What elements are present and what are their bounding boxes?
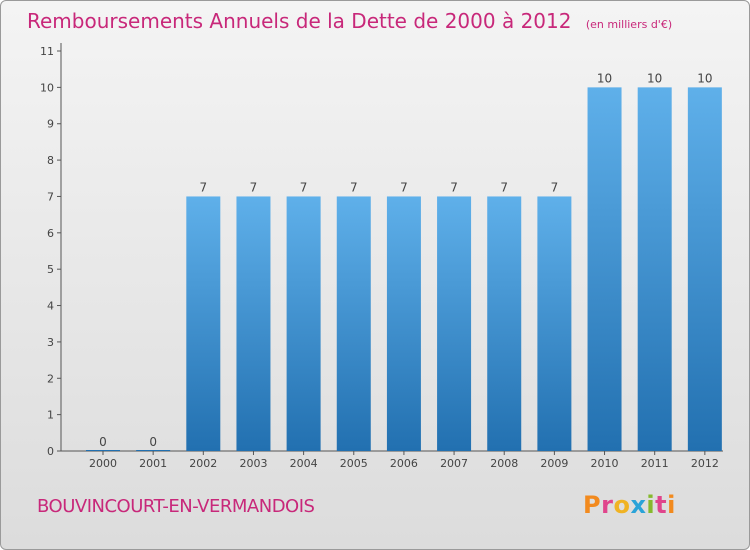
bar <box>386 196 421 451</box>
bar <box>487 196 522 451</box>
y-tick-label: 4 <box>47 300 54 313</box>
y-tick-label: 8 <box>47 154 54 167</box>
logo-letter: i <box>667 491 676 519</box>
data-label: 7 <box>500 180 508 194</box>
data-label: 10 <box>697 71 712 85</box>
data-label: 10 <box>647 71 662 85</box>
logo-letter: r <box>601 491 614 519</box>
data-label: 7 <box>199 180 207 194</box>
bar <box>186 196 221 451</box>
data-label: 7 <box>551 180 559 194</box>
y-tick-label: 3 <box>47 336 54 349</box>
y-tick-label: 10 <box>40 81 54 94</box>
bar <box>587 87 622 451</box>
chart-title-text: Remboursements Annuels de la Dette de 20… <box>27 9 572 33</box>
chart-title: Remboursements Annuels de la Dette de 20… <box>27 9 672 33</box>
data-label: 0 <box>99 435 107 449</box>
bar <box>437 196 472 451</box>
data-label: 7 <box>300 180 308 194</box>
bar <box>86 450 120 451</box>
bar <box>336 196 371 451</box>
y-tick-label: 7 <box>47 190 54 203</box>
x-tick-label: 2007 <box>440 457 468 470</box>
data-label: 7 <box>400 180 408 194</box>
x-tick-label: 2009 <box>540 457 568 470</box>
x-tick-label: 2011 <box>641 457 669 470</box>
y-tick-label: 5 <box>47 263 54 276</box>
x-tick-label: 2010 <box>591 457 619 470</box>
x-tick-label: 2003 <box>239 457 267 470</box>
bar <box>286 196 321 451</box>
x-tick-label: 2004 <box>290 457 318 470</box>
x-tick-label: 2001 <box>139 457 167 470</box>
bar <box>687 87 722 451</box>
y-tick-label: 11 <box>40 45 54 58</box>
y-tick-label: 1 <box>47 409 54 422</box>
x-tick-label: 2008 <box>490 457 518 470</box>
x-tick-label: 2006 <box>390 457 418 470</box>
x-tick-label: 2002 <box>189 457 217 470</box>
bar <box>637 87 672 451</box>
bar <box>236 196 271 451</box>
data-label: 7 <box>250 180 258 194</box>
logo-letter: i <box>646 491 656 519</box>
x-tick-label: 2012 <box>691 457 719 470</box>
y-tick-label: 2 <box>47 372 54 385</box>
y-tick-label: 9 <box>47 118 54 131</box>
chart-subtitle: (en milliers d'€) <box>585 18 673 31</box>
y-tick-label: 0 <box>47 445 54 458</box>
logo-letter: o <box>613 491 631 519</box>
bar <box>136 450 171 451</box>
data-label: 7 <box>450 180 458 194</box>
y-tick-label: 6 <box>47 227 54 240</box>
logo-letter: t <box>655 491 668 519</box>
x-tick-label: 2000 <box>89 457 117 470</box>
commune-name: BOUVINCOURT-EN-VERMANDOIS <box>37 496 315 517</box>
proxiti-logo: Proxiti <box>583 491 676 519</box>
data-label: 7 <box>350 180 358 194</box>
bar <box>537 196 572 451</box>
data-label: 0 <box>149 435 157 449</box>
logo-letter: x <box>630 491 647 519</box>
x-tick-label: 2005 <box>340 457 368 470</box>
data-label: 10 <box>597 71 612 85</box>
logo-letter: P <box>583 491 602 519</box>
